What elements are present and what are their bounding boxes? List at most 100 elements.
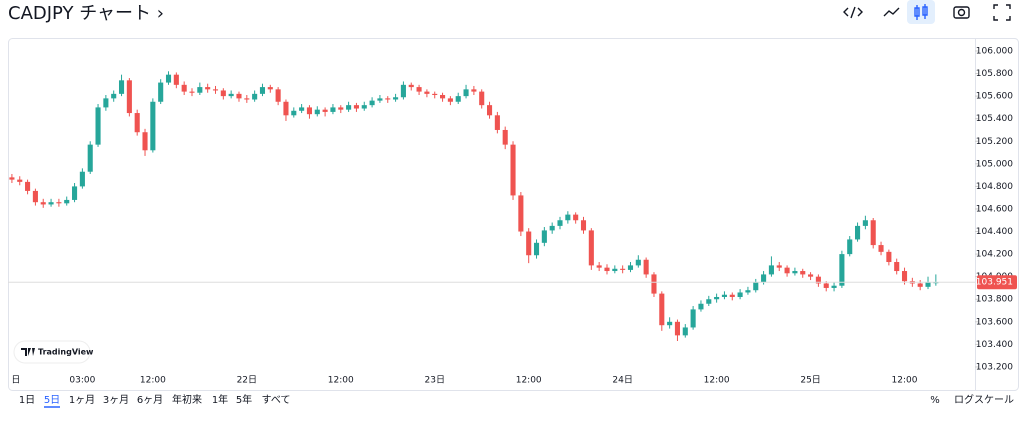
range-button[interactable]: 5年 — [236, 393, 252, 406]
range-button[interactable]: 1ヶ月 — [69, 394, 95, 406]
candle-body — [142, 132, 148, 151]
y-tick-label: 103.800 — [976, 295, 1013, 305]
camera-icon[interactable] — [953, 6, 970, 19]
candle-body — [784, 267, 790, 274]
x-tick-label: 23日 — [425, 375, 445, 386]
candle-body — [25, 181, 31, 191]
x-tick-label: 03:00 — [69, 376, 95, 386]
y-tick-label: 104.400 — [976, 227, 1013, 237]
candle-body — [361, 105, 367, 109]
candle-body — [244, 98, 250, 100]
candle-body — [408, 84, 414, 88]
percent-toggle[interactable]: % — [930, 395, 940, 406]
candle-body — [283, 101, 289, 116]
candle-body — [862, 220, 868, 226]
candle-body — [56, 202, 62, 204]
candle-body — [878, 245, 884, 252]
embed-icon[interactable] — [843, 6, 863, 19]
candle-body — [228, 93, 234, 97]
x-tick-label: 12:00 — [704, 376, 730, 386]
candle-body — [346, 105, 352, 110]
candle-body — [823, 283, 829, 288]
range-button[interactable]: 年初来 — [172, 393, 202, 406]
candle-body — [627, 265, 634, 270]
x-tick-label: 日 — [11, 375, 20, 386]
candle-body — [158, 82, 164, 102]
candle-body — [565, 214, 571, 221]
candle-body — [165, 74, 172, 83]
range-button[interactable]: 1日 — [19, 395, 35, 406]
candle-body — [643, 259, 649, 275]
candle-body — [776, 265, 782, 268]
candle-body — [471, 89, 477, 92]
fullscreen-icon[interactable] — [993, 4, 1011, 21]
candle-body — [252, 93, 258, 100]
candle-icon[interactable] — [914, 4, 928, 20]
candle-body — [479, 91, 485, 106]
candle-body — [620, 268, 626, 270]
chart-frame — [8, 38, 1019, 391]
x-tick-label: 12:00 — [516, 376, 542, 386]
candle-body — [369, 100, 375, 106]
candle-body — [79, 171, 85, 187]
candle-body — [236, 93, 242, 99]
candle-body — [134, 113, 140, 133]
candle-body — [220, 90, 226, 97]
range-button[interactable]: 6ヶ月 — [137, 394, 163, 406]
plot: 103.200103.400103.600103.800104.000104.2… — [8, 38, 1017, 390]
y-tick-label: 103.600 — [976, 317, 1013, 327]
y-tick-label: 105.600 — [976, 92, 1013, 102]
candle-body — [917, 283, 923, 287]
candle-button[interactable] — [907, 0, 935, 24]
candle-body — [533, 242, 540, 256]
candle-body — [463, 89, 469, 97]
x-tick-label: 12:00 — [140, 376, 166, 386]
candle-body — [330, 107, 336, 112]
range-button[interactable]: 5日 — [44, 395, 60, 406]
candle-body — [393, 97, 399, 100]
candle-body — [847, 239, 853, 255]
candle-body — [557, 220, 563, 226]
range-button[interactable]: 3ヶ月 — [103, 394, 129, 406]
candle-body — [494, 115, 500, 130]
range-button[interactable]: すべて — [262, 394, 291, 406]
page-title: CADJPY チャート › — [8, 3, 164, 24]
x-tick-label: 22日 — [237, 375, 257, 386]
x-tick-label: 12:00 — [328, 376, 354, 386]
candle-body — [604, 267, 610, 272]
range-button[interactable]: 1年 — [212, 393, 228, 406]
candle-body — [400, 84, 406, 98]
candle-body — [839, 254, 845, 286]
candle-body — [385, 98, 391, 100]
candle-body — [48, 202, 54, 205]
candle-body — [17, 179, 23, 182]
y-tick-label: 103.200 — [976, 362, 1013, 372]
candle-body — [299, 107, 305, 111]
candle-body — [212, 89, 219, 91]
watermark: TradingView — [13, 340, 94, 364]
watermark-text: TradingView — [38, 348, 94, 357]
candle-body — [698, 303, 704, 310]
y-tick-label: 105.200 — [976, 137, 1013, 147]
candle-body — [901, 271, 908, 282]
candle-body — [886, 251, 892, 263]
y-tick-label: 105.400 — [976, 114, 1013, 124]
line-icon[interactable] — [883, 7, 900, 17]
candle-body — [753, 282, 759, 291]
candle-body — [745, 290, 751, 293]
candle-body — [549, 225, 555, 231]
candle-body — [338, 107, 344, 110]
candle-body — [714, 296, 720, 300]
candle-body — [580, 220, 587, 231]
candle-body — [95, 107, 101, 145]
toolbar-icons[interactable] — [843, 0, 1011, 24]
candle-body — [541, 230, 547, 243]
camera-lens — [957, 8, 966, 17]
log-toggle[interactable]: ログスケール — [954, 393, 1014, 406]
last-price-label: 103.951 — [976, 278, 1013, 288]
candle-body — [588, 230, 594, 266]
candle-body — [72, 186, 78, 200]
candle-body — [9, 177, 15, 180]
candle-body — [173, 74, 179, 85]
